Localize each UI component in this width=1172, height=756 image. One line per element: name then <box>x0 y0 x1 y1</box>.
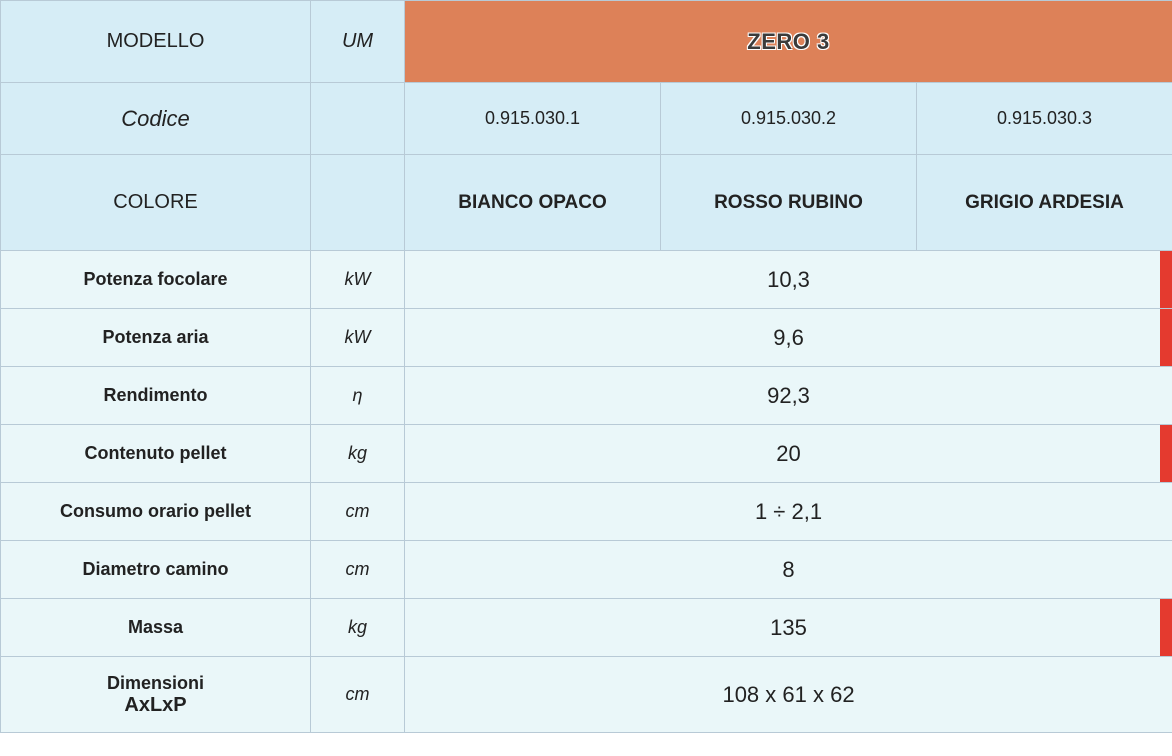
spec-row: Rendimentoη92,3 <box>1 367 1172 425</box>
spec-label: Contenuto pellet <box>1 425 311 483</box>
codice-row: Codice 0.915.030.1 0.915.030.2 0.915.030… <box>1 83 1172 155</box>
spec-label: Diametro camino <box>1 541 311 599</box>
spec-label: Potenza aria <box>1 309 311 367</box>
spec-unit: cm <box>311 541 405 599</box>
spec-unit: kg <box>311 425 405 483</box>
spec-value: 8 <box>405 541 1172 599</box>
colore-row: COLORE BIANCO OPACO ROSSO RUBINO GRIGIO … <box>1 155 1172 251</box>
spec-row: DimensioniAxLxPcm108 x 61 x 62 <box>1 657 1172 733</box>
colore-val-0: BIANCO OPACO <box>405 155 661 251</box>
spec-value: 10,3 <box>405 251 1172 309</box>
spec-label: Consumo orario pellet <box>1 483 311 541</box>
header-um: UM <box>311 1 405 83</box>
spec-row: Massakg135 <box>1 599 1172 657</box>
colore-label: COLORE <box>1 155 311 251</box>
spec-value: 92,3 <box>405 367 1172 425</box>
spec-unit: cm <box>311 657 405 733</box>
spec-label: DimensioniAxLxP <box>1 657 311 733</box>
spec-label: Rendimento <box>1 367 311 425</box>
header-modello: MODELLO <box>1 1 311 83</box>
codice-um-empty <box>311 83 405 155</box>
spec-row: Potenza ariakW9,6 <box>1 309 1172 367</box>
spec-unit: kW <box>311 251 405 309</box>
spec-value: 20 <box>405 425 1172 483</box>
colore-val-1: ROSSO RUBINO <box>661 155 917 251</box>
spec-value: 135 <box>405 599 1172 657</box>
spec-unit: kW <box>311 309 405 367</box>
colore-um-empty <box>311 155 405 251</box>
header-row: MODELLO UM ZERO 3 <box>1 1 1172 83</box>
spec-table: MODELLO UM ZERO 3 Codice 0.915.030.1 0.9… <box>0 0 1172 733</box>
spec-row: Consumo orario pelletcm1 ÷ 2,1 <box>1 483 1172 541</box>
spec-row: Potenza focolarekW10,3 <box>1 251 1172 309</box>
codice-label: Codice <box>1 83 311 155</box>
codice-val-1: 0.915.030.2 <box>661 83 917 155</box>
spec-unit: kg <box>311 599 405 657</box>
spec-label: Potenza focolare <box>1 251 311 309</box>
spec-row: Contenuto pelletkg20 <box>1 425 1172 483</box>
header-product: ZERO 3 <box>405 1 1172 83</box>
spec-value: 108 x 61 x 62 <box>405 657 1172 733</box>
codice-val-2: 0.915.030.3 <box>917 83 1172 155</box>
spec-unit: η <box>311 367 405 425</box>
spec-label: Massa <box>1 599 311 657</box>
spec-value: 9,6 <box>405 309 1172 367</box>
codice-val-0: 0.915.030.1 <box>405 83 661 155</box>
spec-unit: cm <box>311 483 405 541</box>
spec-value: 1 ÷ 2,1 <box>405 483 1172 541</box>
spec-row: Diametro caminocm8 <box>1 541 1172 599</box>
colore-val-2: GRIGIO ARDESIA <box>917 155 1172 251</box>
